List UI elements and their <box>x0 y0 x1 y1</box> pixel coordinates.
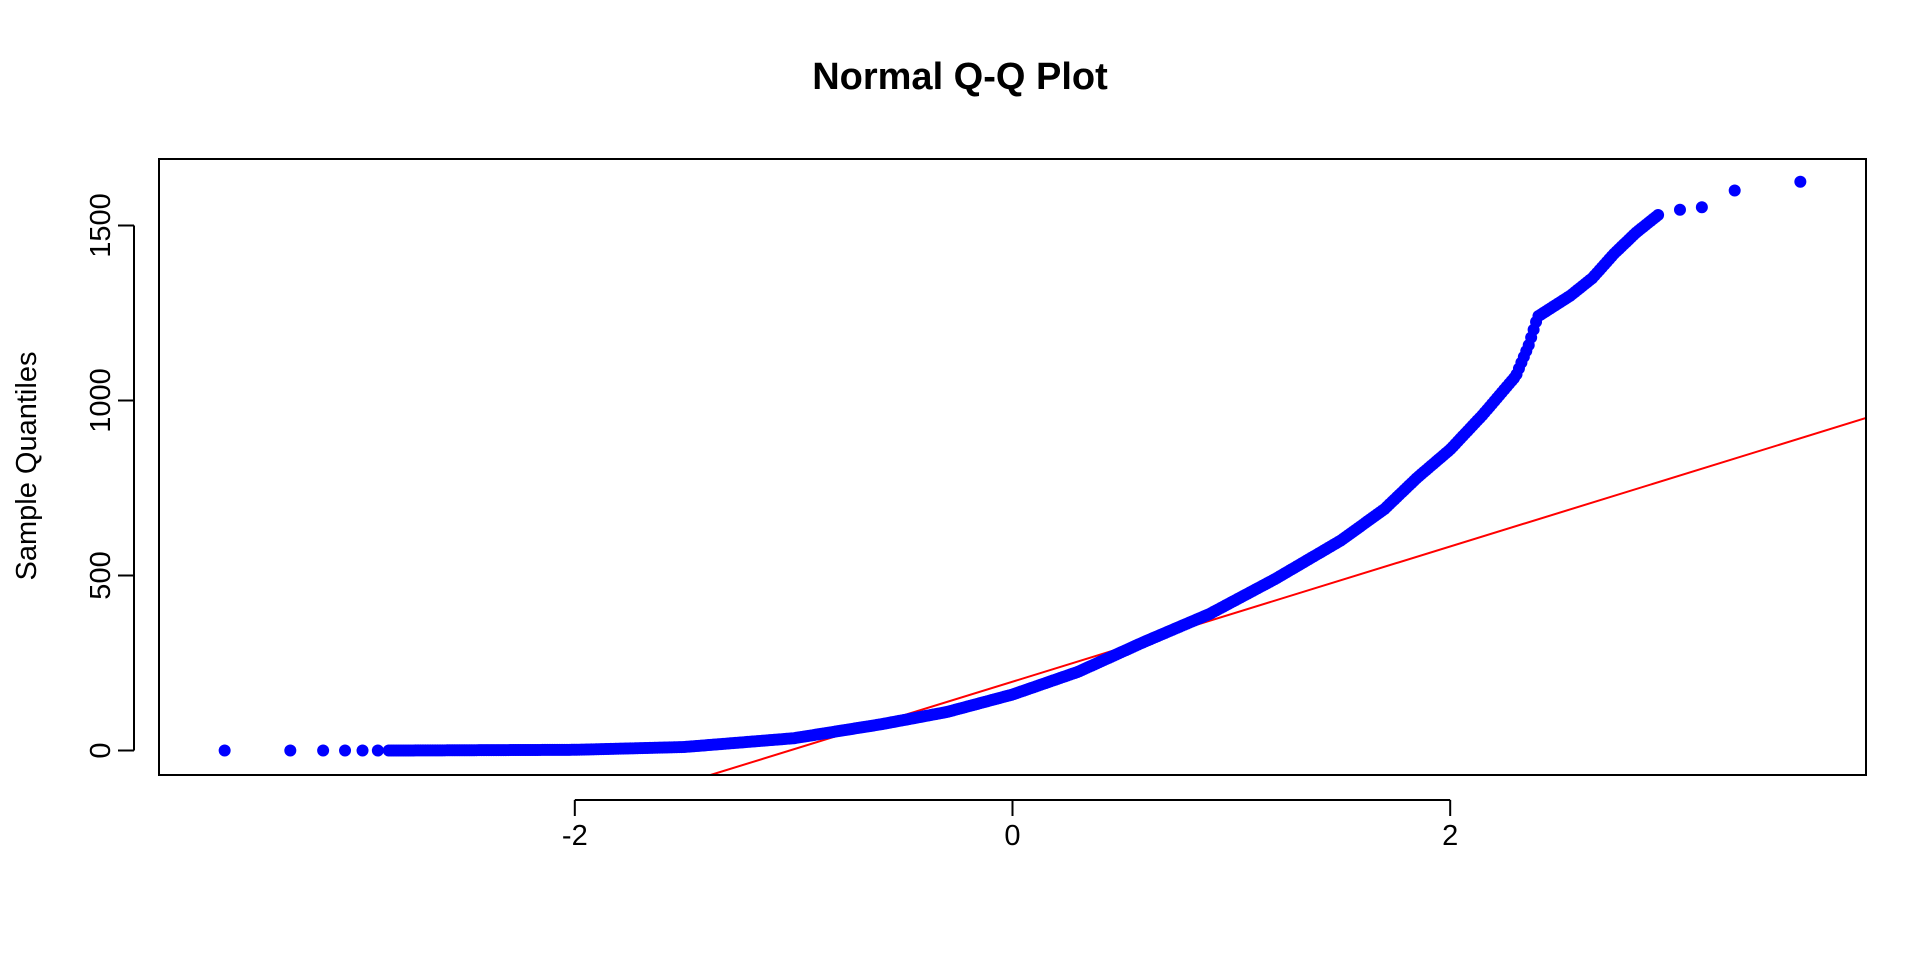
data-point <box>1794 175 1807 188</box>
data-point <box>371 744 384 757</box>
data-points <box>218 175 1807 757</box>
data-point <box>1652 209 1665 221</box>
data-point <box>284 744 297 757</box>
chart-title: Normal Q-Q Plot <box>812 56 1108 98</box>
data-point <box>356 744 369 757</box>
data-point <box>1695 201 1708 214</box>
x-tick-label: 0 <box>1004 820 1020 852</box>
data-point <box>339 744 352 757</box>
plot-frame <box>158 158 1867 776</box>
y-tick-label: 500 <box>85 551 117 599</box>
data-point <box>1728 184 1741 197</box>
data-point <box>317 744 330 757</box>
axes: -2 0 2 0 500 1000 1500 <box>85 193 1458 852</box>
y-tick-label: 1000 <box>85 368 117 433</box>
x-tick-label: 2 <box>1442 820 1458 852</box>
data-point <box>1673 203 1686 216</box>
y-tick-label: 1500 <box>85 193 117 258</box>
data-point <box>218 744 231 757</box>
x-tick-label: -2 <box>562 820 588 852</box>
y-axis-label: Sample Quantiles <box>11 352 43 581</box>
y-tick-label: 0 <box>85 742 117 758</box>
